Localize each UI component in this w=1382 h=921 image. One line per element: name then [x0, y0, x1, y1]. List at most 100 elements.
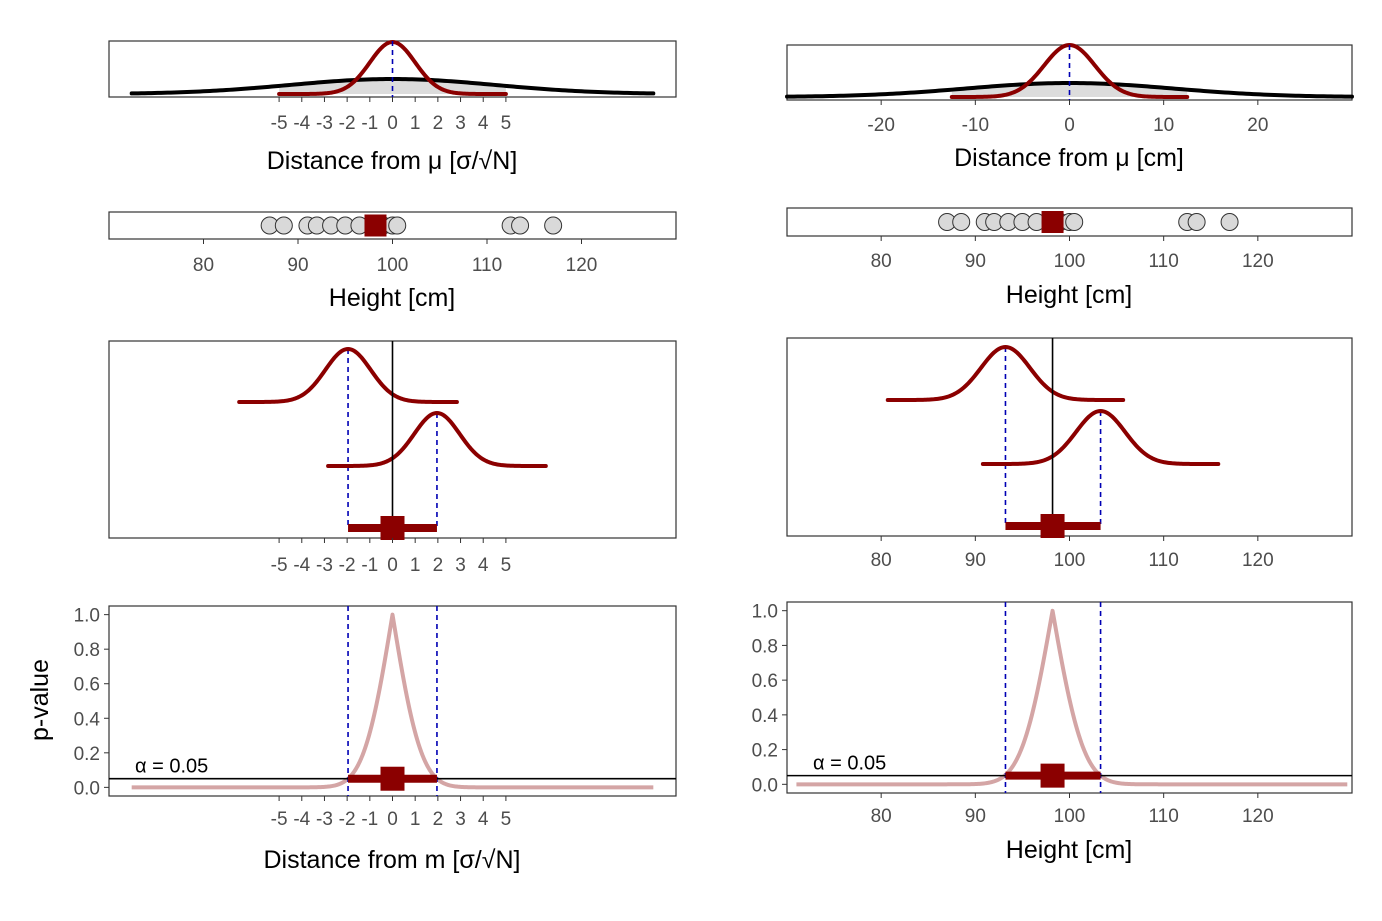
left-height-xlabel: Height [cm]: [329, 284, 455, 312]
right-pvalue-xtick-label-2: 100: [1054, 806, 1086, 827]
left-density-xlabel: Distance from μ [σ/√N]: [267, 147, 518, 175]
right-pvalue-ytick-label-3: 0.6: [752, 671, 778, 692]
left-density-xtick-label-6: 1: [410, 113, 421, 134]
right-ci-estimate-marker: [1040, 514, 1065, 538]
left-pvalue-xtick-label-6: 1: [410, 809, 421, 830]
right-points-xtick-label-1: 90: [965, 251, 986, 272]
right-pvalue-xtick-label-4: 120: [1242, 806, 1274, 827]
left-pvalue-xtick-label-5: 0: [387, 809, 398, 830]
right-pvalue-xtick-label-1: 90: [965, 806, 986, 827]
left-pvalue-ytick-label-3: 0.6: [74, 675, 100, 696]
left-ci-xtick-label-6: 1: [410, 555, 421, 576]
left-pvalue-xtick-label-10: 5: [501, 809, 512, 830]
left-pvalue-ytick-label-0: 0.0: [74, 778, 100, 799]
left-density-xtick-label-0: -5: [271, 113, 288, 134]
left-points-xtick-label-3: 110: [472, 255, 502, 276]
right-density-xtick-label-2: 0: [1064, 115, 1075, 136]
right-ci-xtick-label-4: 120: [1242, 550, 1274, 571]
left-pvalue-xtick-label-9: 4: [478, 809, 489, 830]
left-pvalue-xtick-label-4: -1: [361, 809, 378, 830]
left-pvalue-ytick-label-4: 0.8: [74, 640, 100, 661]
right-ci-xtick-label-0: 80: [871, 550, 892, 571]
left-ci-xtick-label-8: 3: [455, 555, 466, 576]
right-points-point-12: [1187, 213, 1206, 231]
right-points-point-1: [952, 213, 971, 231]
right-pvalue-ytick-label-5: 1.0: [752, 602, 778, 623]
right-ci-upper-curve: [980, 408, 1221, 466]
left-pvalue-xtick-label-1: -4: [293, 809, 310, 830]
right-pvalue-ytick-label-4: 0.8: [752, 636, 778, 657]
left-pvalue-xtick-label-8: 3: [455, 809, 466, 830]
left-pvalue-estimate-marker: [380, 766, 405, 791]
left-ci-xtick-label-3: -2: [339, 555, 356, 576]
left-ci-xtick-label-10: 5: [501, 555, 512, 576]
right-points-xtick-label-0: 80: [871, 251, 892, 272]
right-pvalue-xtick-label-0: 80: [871, 806, 892, 827]
left-density-xtick-label-4: -1: [361, 113, 378, 134]
left-ci-estimate-marker: [380, 516, 405, 540]
right-pvalue-estimate-marker: [1040, 763, 1065, 788]
left-points-xtick-label-2: 100: [377, 255, 409, 276]
right-pvalue-alpha-label: α = 0.05: [813, 753, 886, 775]
right-density-xtick-label-3: 10: [1153, 115, 1174, 136]
left-points-point-12: [511, 216, 530, 235]
left-ci-xtick-label-9: 4: [478, 555, 489, 576]
right-ci-lower-curve: [885, 344, 1126, 402]
right-ci-frame: [786, 337, 1353, 537]
left-pvalue-xlabel: Distance from m [σ/√N]: [264, 846, 521, 874]
left-pvalue-alpha-label: α = 0.05: [135, 756, 208, 778]
left-pvalue-xtick-label-0: -5: [271, 809, 288, 830]
right-points-xtick-label-4: 120: [1242, 251, 1274, 272]
right-points-xtick-label-2: 100: [1054, 251, 1086, 272]
right-density-xtick-label-1: -10: [962, 115, 989, 136]
left-ci-xtick-label-5: 0: [387, 555, 398, 576]
left-points-xtick-label-0: 80: [193, 255, 214, 276]
right-pvalue-ytick-label-1: 0.2: [752, 741, 778, 762]
right-ci-xtick-label-2: 100: [1054, 550, 1086, 571]
left-ci-xtick-label-1: -4: [293, 555, 310, 576]
left-density-xtick-label-8: 3: [455, 113, 466, 134]
left-pvalue-xtick-label-2: -3: [316, 809, 333, 830]
left-ci-xtick-label-7: 2: [433, 555, 444, 576]
left-pvalue-ytick-label-2: 0.4: [74, 709, 101, 730]
right-ci-xtick-label-3: 110: [1149, 550, 1179, 571]
left-ci-xtick-label-2: -3: [316, 555, 333, 576]
right-height-xlabel: Height [cm]: [1006, 281, 1132, 309]
left-density-xtick-label-10: 5: [501, 113, 512, 134]
left-density-xtick-label-9: 4: [478, 113, 489, 134]
left-pvalue-xtick-label-3: -2: [339, 809, 356, 830]
left-pvalue-ytick-label-5: 1.0: [74, 606, 100, 627]
left-density-xtick-label-5: 0: [387, 113, 398, 134]
right-density-xlabel: Distance from μ [cm]: [954, 144, 1184, 172]
right-ci-xtick-label-1: 90: [965, 550, 986, 571]
left-points-xtick-label-4: 120: [566, 255, 598, 276]
left-density-xtick-label-3: -2: [339, 113, 356, 134]
left-density-xtick-label-1: -4: [293, 113, 310, 134]
left-pvalue-pvalue-curve: [130, 612, 655, 790]
left-ci-upper-curve: [326, 410, 548, 468]
right-density-xtick-label-4: 20: [1247, 115, 1268, 136]
right-pvalue-pvalue-curve: [795, 608, 1348, 787]
left-points-point-13: [544, 216, 563, 235]
right-density-xtick-label-0: -20: [867, 115, 894, 136]
left-points-xtick-label-1: 90: [287, 255, 308, 276]
left-ci-xtick-label-0: -5: [271, 555, 288, 576]
left-ci-lower-curve: [237, 346, 459, 404]
left-pvalue-frame: [108, 605, 677, 797]
right-pvalue-ytick-label-2: 0.4: [752, 706, 779, 727]
left-density-xtick-label-2: -3: [316, 113, 333, 134]
right-points-mean-marker: [1041, 211, 1064, 233]
right-pvalue-xtick-label-3: 110: [1149, 806, 1179, 827]
left-points-point-1: [274, 216, 293, 235]
left-ci-xtick-label-4: -1: [361, 555, 378, 576]
left-points-mean-marker: [364, 214, 387, 237]
left-density-xtick-label-7: 2: [433, 113, 444, 134]
pvalue-ylabel: p-value: [26, 659, 54, 741]
right-points-point-10: [1065, 213, 1084, 231]
right-points-point-13: [1220, 213, 1239, 231]
left-points-point-10: [388, 216, 407, 235]
left-pvalue-xtick-label-7: 2: [433, 809, 444, 830]
right-points-xtick-label-3: 110: [1149, 251, 1179, 272]
